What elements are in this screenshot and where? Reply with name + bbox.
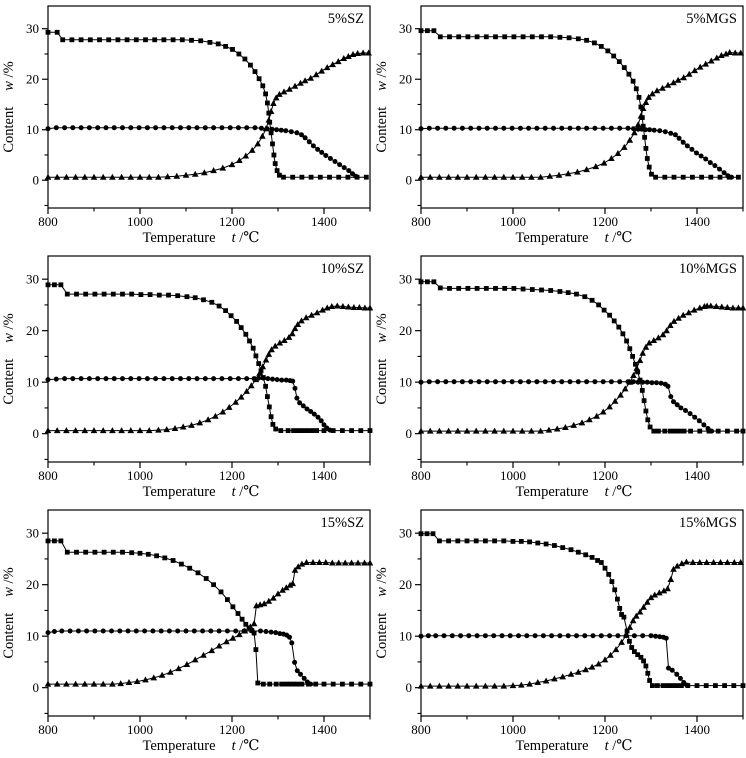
- chart-svg-5sz: 800 1000 1200 1400 0 10 20 30 5%SZ Temperature t /…: [1, 5, 372, 246]
- chart-svg-10sz: 800 1000 1200 1400 0 10 20 30 10%SZ Temperature t …: [1, 255, 373, 500]
- svg-text:1200: 1200: [219, 722, 245, 737]
- svg-text:15%MGS: 15%MGS: [679, 515, 737, 531]
- svg-text:10: 10: [26, 629, 39, 644]
- svg-text:1000: 1000: [127, 214, 153, 229]
- svg-text:30: 30: [399, 21, 412, 36]
- svg-text:1000: 1000: [500, 468, 526, 483]
- svg-text:1400: 1400: [311, 468, 337, 483]
- svg-text:0: 0: [33, 426, 40, 441]
- svg-text:20: 20: [399, 323, 412, 338]
- svg-text:1200: 1200: [219, 214, 245, 229]
- svg-text:1000: 1000: [500, 722, 526, 737]
- svg-text:0: 0: [406, 680, 413, 695]
- svg-text:10: 10: [26, 375, 39, 390]
- svg-text:30: 30: [399, 272, 412, 287]
- svg-text:20: 20: [26, 323, 39, 338]
- svg-text:Contentw /%: Contentw /%: [1, 61, 17, 152]
- svg-text:10%MGS: 10%MGS: [679, 261, 737, 277]
- svg-text:Contentw /%: Contentw /%: [374, 567, 390, 658]
- svg-text:0: 0: [33, 173, 40, 188]
- svg-text:20: 20: [26, 72, 39, 87]
- svg-text:20: 20: [26, 577, 39, 592]
- svg-text:800: 800: [38, 468, 58, 483]
- svg-text:30: 30: [399, 526, 412, 541]
- svg-text:800: 800: [38, 214, 58, 229]
- svg-text:1400: 1400: [311, 214, 337, 229]
- svg-text:20: 20: [399, 577, 412, 592]
- svg-text:0: 0: [33, 680, 40, 695]
- svg-text:800: 800: [411, 722, 431, 737]
- svg-text:5%SZ: 5%SZ: [328, 11, 364, 27]
- svg-text:Contentw /%: Contentw /%: [374, 313, 390, 404]
- svg-text:10: 10: [399, 122, 412, 137]
- svg-text:1200: 1200: [219, 468, 245, 483]
- svg-text:Contentw /%: Contentw /%: [1, 567, 17, 658]
- svg-text:30: 30: [26, 21, 39, 36]
- svg-text:1400: 1400: [311, 722, 337, 737]
- svg-text:1400: 1400: [684, 468, 710, 483]
- svg-text:1000: 1000: [127, 468, 153, 483]
- svg-text:1200: 1200: [592, 468, 618, 483]
- svg-text:15%SZ: 15%SZ: [321, 515, 365, 531]
- svg-text:30: 30: [26, 526, 39, 541]
- svg-text:800: 800: [38, 722, 58, 737]
- chart-panel-10mgs: 800 1000 1200 1400 0 10 20 30 10%MGS Temperature t…: [373, 250, 746, 504]
- chart-panel-15sz: 800 1000 1200 1400 0 10 20 30 15%SZ Temperature t …: [0, 504, 373, 758]
- svg-text:1400: 1400: [684, 214, 710, 229]
- svg-text:10: 10: [399, 629, 412, 644]
- chart-svg-10mgs: 800 1000 1200 1400 0 10 20 30 10%MGS Temperature t…: [374, 255, 746, 500]
- svg-text:Contentw /%: Contentw /%: [374, 61, 390, 152]
- svg-text:20: 20: [399, 72, 412, 87]
- chart-svg-15sz: 800 1000 1200 1400 0 10 20 30 15%SZ Temperature t …: [1, 509, 373, 754]
- svg-text:1200: 1200: [592, 214, 618, 229]
- svg-text:5%MGS: 5%MGS: [686, 11, 737, 27]
- chart-panel-5mgs: 800 1000 1200 1400 0 10 20 30 5%MGS Temperature t …: [373, 0, 746, 250]
- svg-text:1000: 1000: [500, 214, 526, 229]
- chart-svg-5mgs: 800 1000 1200 1400 0 10 20 30 5%MGS Temperature t …: [374, 5, 744, 246]
- chart-panel-15mgs: 800 1000 1200 1400 0 10 20 30 15%MGS Temperature t…: [373, 504, 746, 758]
- chart-panel-10sz: 800 1000 1200 1400 0 10 20 30 10%SZ Temperature t …: [0, 250, 373, 504]
- svg-text:0: 0: [406, 173, 413, 188]
- svg-text:1000: 1000: [127, 722, 153, 737]
- svg-text:800: 800: [411, 214, 431, 229]
- chart-panel-5sz: 800 1000 1200 1400 0 10 20 30 5%SZ Temperature t /…: [0, 0, 373, 250]
- svg-text:1400: 1400: [684, 722, 710, 737]
- svg-text:10: 10: [399, 375, 412, 390]
- svg-text:30: 30: [26, 272, 39, 287]
- svg-text:1200: 1200: [592, 722, 618, 737]
- svg-text:Contentw /%: Contentw /%: [1, 313, 17, 404]
- svg-text:10: 10: [26, 122, 39, 137]
- svg-text:10%SZ: 10%SZ: [321, 261, 365, 277]
- svg-text:800: 800: [411, 468, 431, 483]
- svg-text:0: 0: [406, 426, 413, 441]
- chart-svg-15mgs: 800 1000 1200 1400 0 10 20 30 15%MGS Temperature t…: [374, 509, 746, 754]
